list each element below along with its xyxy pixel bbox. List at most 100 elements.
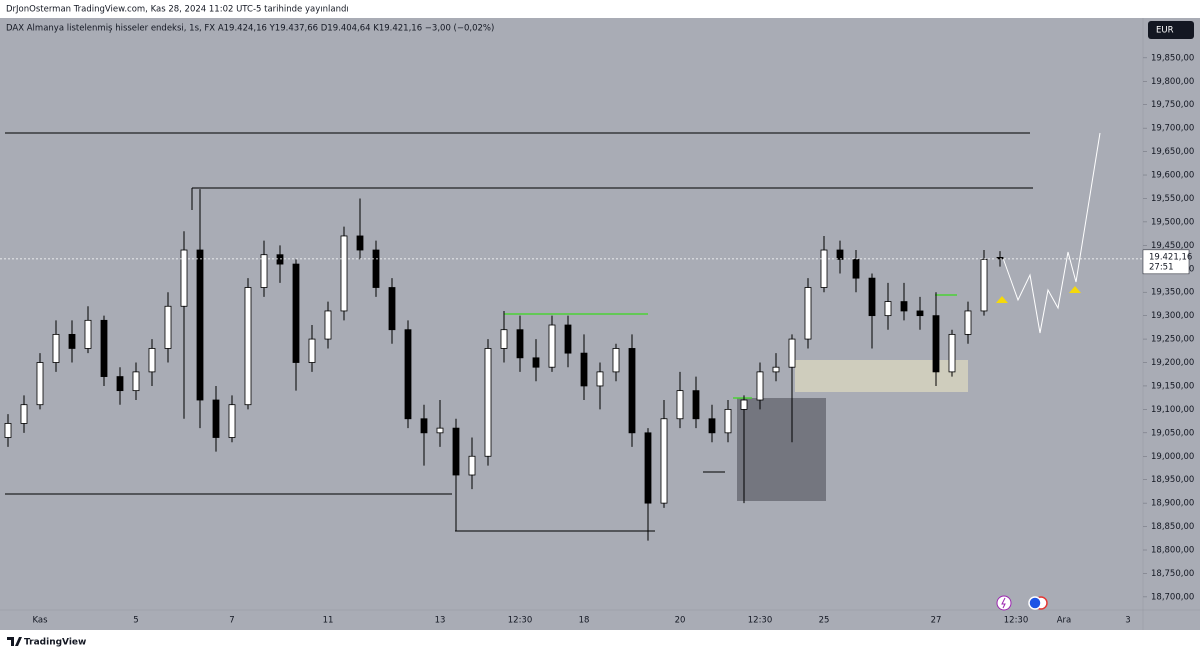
candle-body bbox=[612, 348, 620, 373]
candle-body bbox=[276, 254, 284, 265]
candles bbox=[4, 189, 1004, 541]
candle-body bbox=[436, 427, 444, 434]
candle-body bbox=[820, 249, 828, 288]
currency-button[interactable] bbox=[1148, 21, 1194, 39]
candle-body bbox=[20, 404, 28, 424]
y-tick-label: 19,800,00 bbox=[1151, 77, 1194, 87]
candle-body bbox=[116, 376, 124, 392]
publisher-note: DrJonOsterman TradingView.com, Kas 28, 2… bbox=[6, 5, 349, 15]
y-tick-label: 18,750,00 bbox=[1151, 569, 1194, 579]
y-tick-label: 18,800,00 bbox=[1151, 546, 1194, 556]
candle-body bbox=[964, 310, 972, 335]
candle-body bbox=[564, 324, 572, 354]
candle-body bbox=[196, 249, 204, 401]
candle-body bbox=[36, 362, 44, 406]
y-tick-label: 19,650,00 bbox=[1151, 147, 1194, 157]
x-tick-label: 18 bbox=[579, 616, 590, 626]
candle-body bbox=[532, 357, 540, 368]
x-tick-label: 12:30 bbox=[1004, 616, 1029, 626]
y-tick-label: 19,200,00 bbox=[1151, 358, 1194, 368]
candle-body bbox=[4, 423, 12, 438]
event-icon[interactable] bbox=[1028, 596, 1042, 610]
y-tick-label: 19,600,00 bbox=[1151, 171, 1194, 181]
y-tick-label: 19,750,00 bbox=[1151, 100, 1194, 110]
candle-body bbox=[980, 258, 988, 312]
x-tick-label: 12:30 bbox=[748, 616, 773, 626]
candle-body bbox=[740, 399, 748, 410]
candle-body bbox=[836, 249, 844, 260]
candle-body bbox=[708, 418, 716, 434]
candle-body bbox=[404, 329, 412, 420]
x-tick-label: 7 bbox=[229, 616, 234, 626]
projection-path bbox=[1002, 132, 1101, 334]
candle-body bbox=[804, 287, 812, 340]
candle-body bbox=[132, 371, 140, 392]
candle-body bbox=[244, 287, 252, 406]
candle-body bbox=[724, 408, 732, 434]
candle-body bbox=[692, 390, 700, 420]
candle-body bbox=[484, 348, 492, 457]
x-tick-label: 13 bbox=[435, 616, 446, 626]
candle-body bbox=[676, 390, 684, 420]
zone-box bbox=[795, 360, 968, 392]
currency-label: EUR bbox=[1156, 26, 1174, 36]
x-tick-label: 11 bbox=[323, 616, 334, 626]
candle-body bbox=[500, 329, 508, 349]
candle-body bbox=[52, 333, 60, 363]
y-tick-label: 19,300,00 bbox=[1151, 311, 1194, 321]
candle-body bbox=[548, 324, 556, 368]
candle-body bbox=[372, 249, 380, 288]
candle-body bbox=[68, 333, 76, 349]
candle-body bbox=[596, 371, 604, 387]
last-price-label: 19.421,16 bbox=[1149, 252, 1192, 262]
candle-body bbox=[884, 301, 892, 317]
event-icon-glyph bbox=[1001, 597, 1006, 609]
x-tick-label: Ara bbox=[1057, 616, 1072, 626]
candle-body bbox=[388, 287, 396, 331]
candle-body bbox=[948, 333, 956, 373]
candle-body bbox=[516, 329, 524, 359]
y-tick-label: 18,700,00 bbox=[1151, 592, 1194, 602]
y-tick-label: 19,050,00 bbox=[1151, 428, 1194, 438]
y-tick-label: 18,900,00 bbox=[1151, 499, 1194, 509]
y-tick-label: 18,950,00 bbox=[1151, 475, 1194, 485]
candle-body bbox=[756, 371, 764, 401]
x-tick-label: 20 bbox=[675, 616, 686, 626]
candle-body bbox=[420, 418, 428, 434]
event-icon[interactable] bbox=[996, 595, 1012, 611]
candle-body bbox=[180, 249, 188, 307]
y-tick-label: 18,850,00 bbox=[1151, 522, 1194, 532]
candle-body bbox=[900, 301, 908, 312]
y-tick-label: 19,450,00 bbox=[1151, 241, 1194, 251]
y-tick-label: 19,700,00 bbox=[1151, 124, 1194, 134]
candle-body bbox=[772, 366, 780, 373]
x-tick-label: 5 bbox=[133, 616, 138, 626]
y-tick-label: 19,350,00 bbox=[1151, 288, 1194, 298]
candle-body bbox=[628, 348, 636, 434]
candle-body bbox=[868, 277, 876, 317]
x-tick-label: 12:30 bbox=[508, 616, 533, 626]
x-tick-label: 25 bbox=[819, 616, 830, 626]
candle-body bbox=[852, 258, 860, 279]
candle-body bbox=[452, 427, 460, 476]
y-tick-label: 19,150,00 bbox=[1151, 381, 1194, 391]
zone-box bbox=[737, 398, 826, 501]
top-bar bbox=[0, 0, 1200, 18]
countdown-label: 27:51 bbox=[1149, 262, 1174, 272]
candle-body bbox=[660, 418, 668, 504]
candle-body bbox=[228, 404, 236, 438]
candle-body bbox=[932, 315, 940, 373]
candle-body bbox=[788, 338, 796, 368]
brand-name: TradingView bbox=[24, 638, 86, 648]
marker-triangle bbox=[996, 296, 1008, 303]
candle-body bbox=[164, 305, 172, 349]
candle-body bbox=[260, 254, 268, 288]
brand-logo bbox=[7, 637, 22, 646]
y-tick-label: 19,100,00 bbox=[1151, 405, 1194, 415]
y-tick-label: 19,250,00 bbox=[1151, 335, 1194, 345]
candle-body bbox=[148, 348, 156, 373]
last-price-box bbox=[1142, 249, 1190, 275]
candle-body bbox=[356, 235, 364, 251]
candle-body bbox=[308, 338, 316, 363]
candle-body bbox=[916, 310, 924, 317]
